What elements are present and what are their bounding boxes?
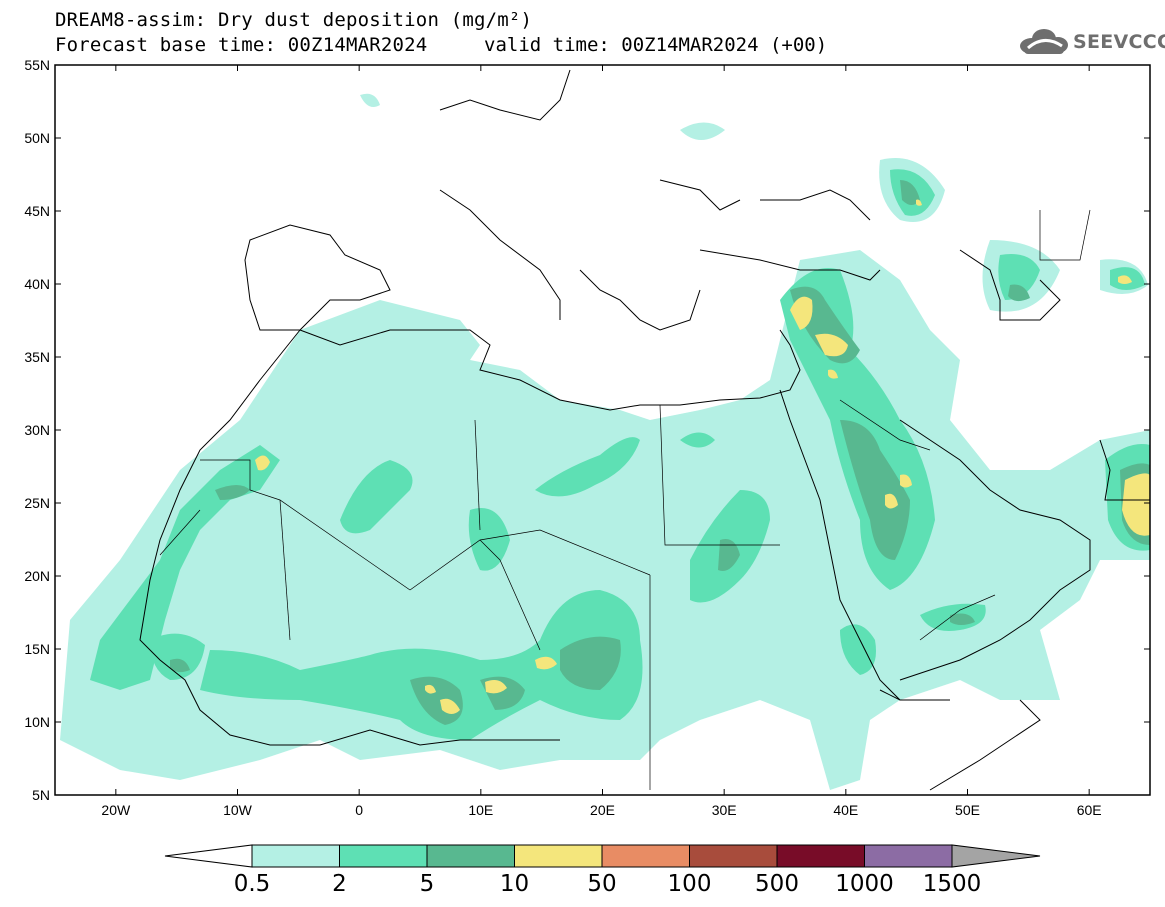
colorbar-swatch: [776, 844, 865, 868]
axis-ticks: 55N 50N 45N 40N 35N 30N 25N 20N 15N 10N 5N 20W 10W 0 1…: [24, 57, 1150, 818]
valid-time: valid time: 00Z14MAR2024 (+00): [484, 34, 828, 56]
lon-tick-label: 10E: [468, 802, 493, 818]
level-10-area: [255, 199, 1150, 714]
logo-text: SEEVCCC: [1073, 31, 1165, 53]
colorbar-swatch: [514, 844, 603, 868]
colorbar-label: 50: [587, 871, 617, 897]
lat-tick-label: 50N: [24, 130, 50, 146]
lat-tick-label: 10N: [24, 714, 50, 730]
colorbar-under-triangle: [164, 844, 253, 868]
lat-tick-label: 5N: [32, 787, 50, 803]
lon-tick-label: 0: [355, 802, 363, 818]
colorbar-swatch: [251, 844, 340, 868]
lat-tick-label: 45N: [24, 203, 50, 219]
map-title: DREAM8-assim: Dry dust deposition (mg/m²…: [55, 9, 533, 31]
lon-tick-label: 20W: [101, 802, 131, 818]
lat-tick-label: 55N: [24, 57, 50, 73]
lon-tick-label: 10W: [223, 802, 253, 818]
seevccc-logo: [1020, 29, 1068, 54]
lon-tick-label: 60E: [1077, 802, 1102, 818]
lon-tick-label: 50E: [955, 802, 980, 818]
lat-tick-label: 15N: [24, 641, 50, 657]
colorbar-label: 5: [419, 871, 435, 897]
colorbar-swatch: [864, 844, 953, 868]
lat-tick-label: 25N: [24, 495, 50, 511]
colorbar-swatch: [689, 844, 778, 868]
colorbar-swatch: [426, 844, 515, 868]
lat-tick-label: 30N: [24, 422, 50, 438]
lat-tick-label: 35N: [24, 349, 50, 365]
colorbar-label: 10: [499, 871, 530, 897]
forecast-base-time: Forecast base time: 00Z14MAR2024: [55, 34, 428, 56]
colorbar-over-triangle: [951, 844, 1041, 868]
colorbar-swatch: [339, 844, 428, 868]
lon-tick-label: 40E: [833, 802, 858, 818]
colorbar-label: 1500: [922, 871, 982, 897]
colorbar-label: 2: [332, 871, 347, 897]
colorbar: [164, 844, 1041, 868]
colorbar-label: 500: [755, 871, 799, 897]
deposition-field: [60, 93, 1150, 790]
lat-tick-label: 20N: [24, 568, 50, 584]
colorbar-label: 100: [667, 871, 712, 897]
colorbar-swatch: [601, 844, 690, 868]
lon-tick-label: 20E: [590, 802, 615, 818]
coastlines: [139, 69, 1150, 791]
lat-tick-label: 40N: [24, 276, 50, 292]
lon-tick-label: 30E: [712, 802, 737, 818]
colorbar-label: 1000: [835, 871, 894, 897]
colorbar-label: 0.5: [233, 871, 271, 897]
borders: [159, 209, 1091, 790]
